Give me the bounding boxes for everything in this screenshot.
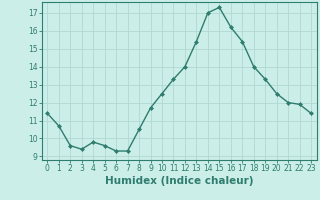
X-axis label: Humidex (Indice chaleur): Humidex (Indice chaleur) — [105, 176, 253, 186]
